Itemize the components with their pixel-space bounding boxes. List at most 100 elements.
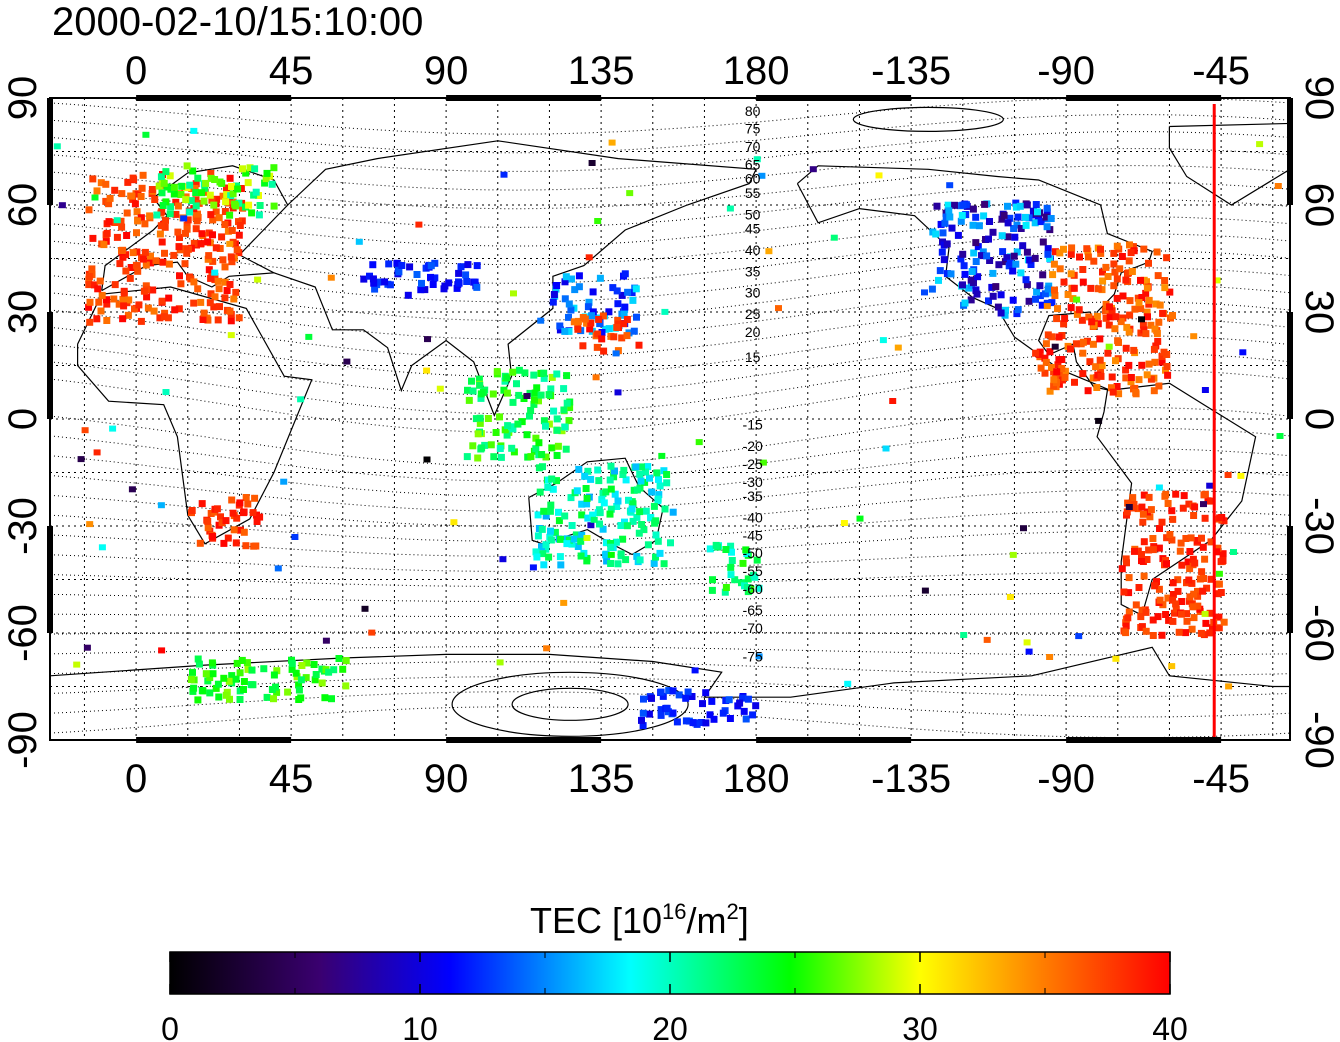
tec-point — [242, 542, 250, 550]
tec-point — [1044, 250, 1052, 258]
tec-point — [85, 303, 93, 311]
contour-label: 50 — [745, 206, 761, 222]
tec-point — [1155, 585, 1163, 593]
tec-point — [1105, 343, 1113, 350]
contour-label: 40 — [745, 242, 761, 258]
tec-point — [248, 209, 256, 217]
tec-point — [684, 688, 692, 696]
tec-point — [1170, 609, 1178, 617]
tec-point — [1175, 628, 1183, 636]
tec-point — [975, 222, 983, 230]
tec-point — [293, 673, 301, 681]
tec-point — [553, 477, 560, 485]
tec-point — [103, 296, 110, 304]
tec-point — [1126, 297, 1134, 305]
tec-point — [607, 505, 615, 513]
tec-point — [1088, 318, 1096, 326]
tec-point — [244, 500, 252, 508]
tec-point — [935, 276, 942, 284]
tec-point — [585, 298, 593, 306]
tec-point — [550, 407, 558, 415]
tec-point — [1194, 537, 1201, 544]
tec-point — [962, 201, 970, 209]
tec-point — [755, 653, 763, 660]
tec-point — [221, 263, 229, 271]
tec-point — [140, 287, 148, 295]
tec-point — [1113, 275, 1121, 283]
tec-point — [192, 180, 200, 188]
contour-label: 25 — [745, 306, 761, 322]
contour-label: -60 — [743, 581, 763, 597]
tec-point — [208, 196, 216, 204]
tec-point — [1237, 472, 1245, 479]
tec-point — [1044, 331, 1052, 339]
tec-point — [131, 305, 138, 313]
tec-point — [658, 452, 666, 459]
tec-point — [218, 233, 226, 241]
tec-point — [578, 500, 586, 508]
tec-point — [216, 303, 223, 311]
tec-point — [1099, 268, 1106, 276]
tec-point — [744, 695, 752, 703]
tec-point — [144, 304, 152, 312]
tec-point — [1168, 536, 1176, 544]
tec-point — [1006, 594, 1014, 600]
tec-point — [1189, 555, 1197, 563]
colorbar-tick-label: 40 — [1152, 1011, 1188, 1042]
tec-point — [1009, 267, 1017, 275]
tec-point — [1209, 624, 1216, 632]
tec-point — [1095, 417, 1103, 424]
tec-point — [1187, 534, 1195, 542]
tec-point — [938, 248, 946, 256]
tec-point — [1185, 500, 1193, 508]
tec-point — [105, 200, 113, 208]
tec-point — [958, 211, 966, 219]
tec-point — [587, 475, 595, 483]
tec-point — [736, 699, 744, 707]
tec-point — [640, 526, 648, 534]
tec-point — [988, 283, 996, 291]
tec-point — [492, 429, 500, 436]
tec-point — [158, 238, 166, 246]
frame-bar-top — [756, 95, 912, 101]
tec-point — [534, 532, 542, 540]
tec-point — [1056, 249, 1064, 257]
tec-point — [232, 675, 240, 683]
tec-point — [702, 719, 710, 727]
tec-point — [974, 273, 982, 281]
tec-point — [1183, 617, 1191, 625]
tec-point — [223, 287, 231, 294]
tec-point — [157, 222, 165, 230]
tec-point — [1044, 245, 1052, 253]
tec-point — [513, 380, 520, 388]
tec-point — [708, 586, 716, 594]
tec-point — [613, 323, 621, 331]
tec-point — [548, 475, 556, 483]
tec-point — [1102, 263, 1110, 271]
tec-point — [998, 232, 1006, 240]
tec-point — [1122, 555, 1130, 563]
tec-point — [1016, 202, 1024, 210]
tec-point — [602, 539, 610, 547]
tec-point — [997, 291, 1005, 299]
tec-point — [560, 599, 568, 606]
tec-point — [647, 514, 655, 521]
tec-point — [1111, 325, 1119, 333]
contour-label: -25 — [743, 456, 763, 472]
y-tick-label-left: -30 — [1, 497, 45, 555]
tec-point — [540, 369, 548, 377]
tec-point — [124, 178, 132, 186]
contour-line — [50, 571, 1290, 588]
tec-point — [614, 389, 622, 396]
tec-point — [1037, 364, 1045, 372]
tec-point — [162, 216, 169, 224]
tec-point — [157, 502, 165, 509]
frame-bar-top — [446, 95, 602, 101]
tec-point — [184, 216, 192, 224]
tec-point — [214, 316, 222, 324]
tec-point — [856, 515, 864, 522]
tec-point — [1112, 313, 1120, 321]
tec-point — [636, 508, 644, 516]
tec-point — [1125, 589, 1133, 597]
tec-point — [1051, 248, 1059, 256]
